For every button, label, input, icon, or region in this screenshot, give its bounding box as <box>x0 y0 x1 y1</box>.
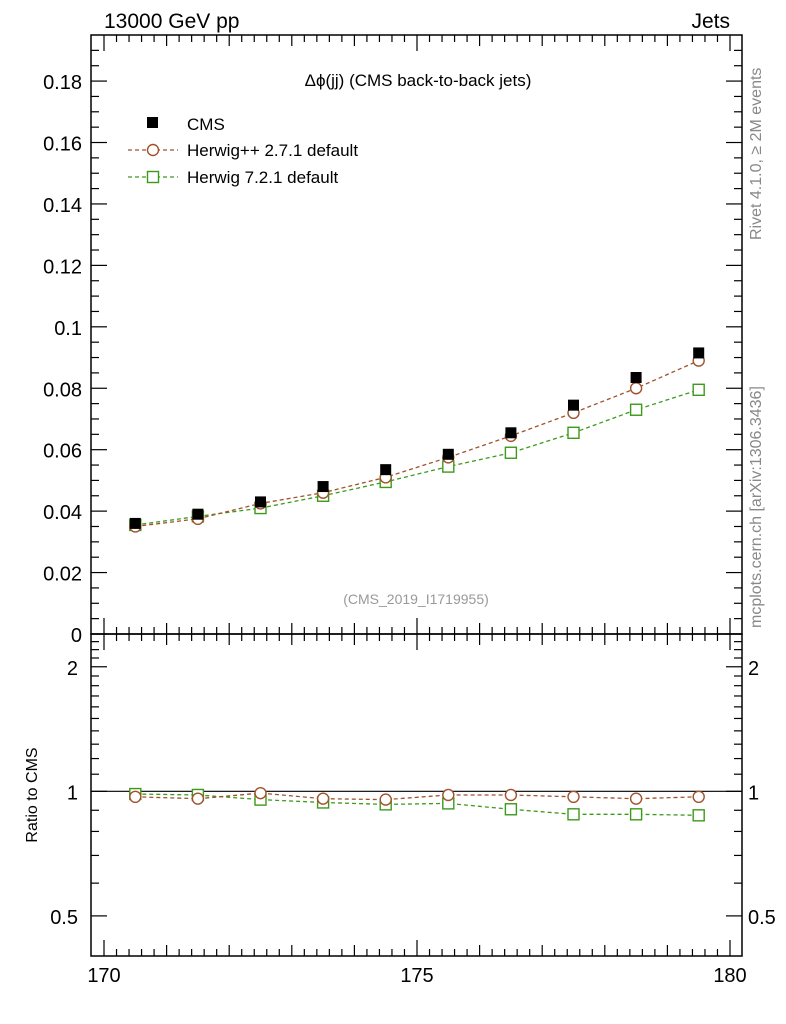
cms-point <box>693 347 705 359</box>
cms-point <box>192 508 204 520</box>
cms-point <box>380 464 392 476</box>
main-axes: 0 0.02 0.04 0.06 0.08 0.1 0.12 0.14 0.16 0.18 <box>43 49 742 647</box>
legend-herwig7-marker <box>146 170 160 184</box>
analysis-watermark: (CMS_2019_I1719955) <box>343 591 489 607</box>
herwigpp-point <box>629 382 643 395</box>
legend-cms-label: CMS <box>187 115 225 134</box>
cms-point <box>317 481 329 493</box>
legend-cms-marker <box>147 117 158 128</box>
ratio-herwigpp-point <box>254 786 267 800</box>
ratio-panel-frame <box>90 633 743 957</box>
cms-point <box>505 427 517 439</box>
side-label-top: Rivet 4.1.0, ≥ 2M events <box>748 68 765 240</box>
y-tick-label: 0.06 <box>43 441 82 463</box>
herwig7-point <box>692 383 705 396</box>
legend-herwigpp-marker <box>146 143 160 157</box>
ratio-herwig7-point <box>504 803 518 816</box>
ratio-herwigpp-point <box>442 788 455 802</box>
ratio-herwigpp-point <box>692 790 705 804</box>
ratio-herwigpp-point <box>504 788 518 802</box>
y-tick-label: 0.02 <box>43 564 82 586</box>
y-tick-label: 0.04 <box>43 502 82 524</box>
legend-herwigpp-label: Herwig++ 2.7.1 default <box>187 141 358 160</box>
x-tick-label: 180 <box>713 965 746 987</box>
cms-point <box>630 372 642 384</box>
y-tick-label: 0.12 <box>43 256 82 278</box>
ratio-herwigpp-point <box>191 792 205 805</box>
ratio-herwigpp-line <box>135 792 699 801</box>
x-tick-label: 175 <box>400 965 433 987</box>
herwig7-point <box>504 446 518 459</box>
ratio-herwig7-line <box>135 793 699 816</box>
ratio-y-label: Ratio to CMS <box>24 747 41 842</box>
ratio-y-tick-label-right: 2 <box>748 658 759 680</box>
legend: CMS Herwig++ 2.7.1 default Herwig 7.2.1 … <box>128 115 358 187</box>
y-tick-label: 0.14 <box>43 195 82 217</box>
y-tick-label: 0 <box>71 625 82 647</box>
ratio-y-tick-label-right: 0.5 <box>748 907 776 929</box>
header-left: 13000 GeV pp <box>104 10 239 33</box>
ratio-y-tick-label-left: 0.5 <box>50 907 78 929</box>
cms-point <box>568 399 579 411</box>
ratio-herwigpp-point <box>379 793 392 806</box>
ratio-herwig7-point <box>567 808 580 821</box>
ratio-herwigpp-point <box>629 792 643 805</box>
side-label-bottom: mcplots.cern.ch [arXiv:1306.3436] <box>748 386 765 628</box>
y-tick-label: 0.08 <box>43 379 82 401</box>
cms-point <box>255 496 266 508</box>
y-tick-label: 0.1 <box>54 318 82 340</box>
ratio-herwigpp-point <box>316 792 330 805</box>
ratio-axes: 0.5 0.5 1 1 2 2 <box>50 641 776 929</box>
cms-point <box>442 448 454 460</box>
herwig7-line <box>135 389 699 526</box>
x-axis: 170 175 180 <box>87 35 747 987</box>
ratio-y-tick-label-left: 2 <box>67 658 78 680</box>
series-layer <box>129 347 705 822</box>
x-tick-label: 170 <box>87 965 120 987</box>
plot-title: Δϕ(jj) (CMS back-to-back jets) <box>305 71 532 90</box>
herwig7-point <box>629 403 643 416</box>
legend-herwig7-label: Herwig 7.2.1 default <box>187 168 338 187</box>
ratio-herwig7-point <box>629 808 643 821</box>
ratio-herwig7-point <box>692 809 705 822</box>
ratio-y-tick-label-left: 1 <box>67 782 78 804</box>
y-tick-label: 0.16 <box>43 134 82 156</box>
header-right: Jets <box>691 10 730 33</box>
ratio-herwigpp-point <box>129 790 142 804</box>
cms-point <box>129 517 141 529</box>
y-tick-label: 0.18 <box>43 72 82 94</box>
herwig7-point <box>567 426 580 439</box>
ratio-herwigpp-point <box>567 790 580 804</box>
herwigpp-line <box>135 360 699 528</box>
ratio-y-tick-label-right: 1 <box>748 782 759 804</box>
